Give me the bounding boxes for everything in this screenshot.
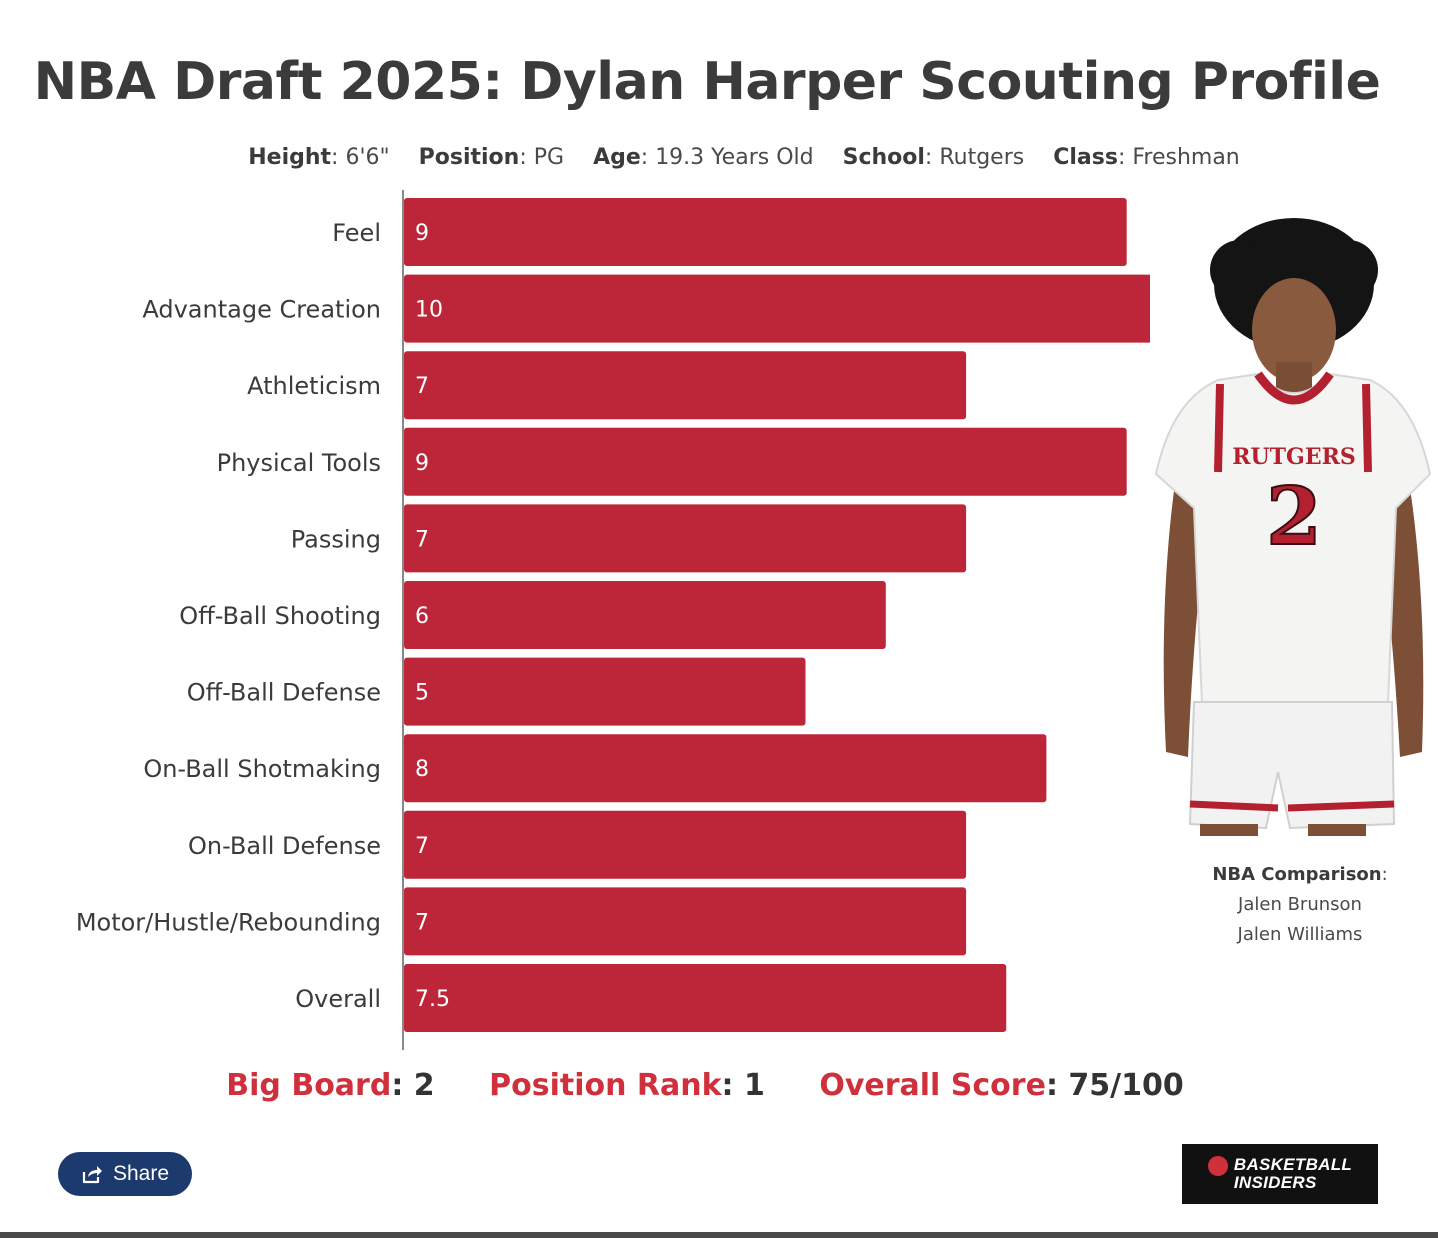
player-photo: RUTGERS 2 [1154,218,1432,836]
bar-on-ball-shotmaking [404,734,1047,803]
comparison-player-2: Jalen Williams [1237,924,1363,945]
value-label: 7 [415,834,429,859]
logo-line-2: INSIDERS [1233,1173,1317,1192]
meta-school: School: Rutgers [842,145,1025,170]
summary-stats: Big Board: 2 Position Rank: 1 Overall Sc… [0,1068,1410,1103]
player-meta: Height: 6'6" Position: PG Age: 19.3 Year… [0,145,1438,170]
value-label: 7 [415,527,429,552]
category-label: Motor/Hustle/Rebounding [76,908,381,936]
bar-off-ball-defense [404,657,806,726]
value-label: 7 [415,374,429,399]
stat-position-rank: Position Rank: 1 [489,1068,765,1103]
logo-line-1: BASKETBALL [1233,1155,1353,1174]
value-label: 7 [415,910,429,935]
stat-big-board: Big Board: 2 [226,1068,435,1103]
value-label: 5 [415,681,429,706]
jersey-text: RUTGERS [1232,444,1356,470]
share-icon [82,1166,102,1184]
comparison-label: NBA Comparison [1212,864,1382,885]
bar-off-ball-shooting [404,581,886,649]
comparison-player-1: Jalen Brunson [1238,894,1362,915]
bar-on-ball-defense [404,810,967,879]
bar-athleticism [404,351,967,420]
category-label: Athleticism [247,372,381,400]
bar-overall [404,964,1007,1032]
value-label: 10 [415,298,443,323]
category-label: Overall [295,985,381,1013]
basketball-insiders-logo: BASKETBALL INSIDERS [1182,1144,1378,1204]
nba-comparison: NBA Comparison: Jalen Brunson Jalen Will… [1160,860,1438,950]
bar-chart: Feel 9 Advantage Creation 10 Athleticism 7 Phy… [76,190,1150,1050]
value-label: 8 [415,757,429,782]
meta-age: Age: 19.3 Years Old [593,145,814,170]
bar-advantage-creation [404,274,1150,343]
category-label: On-Ball Defense [188,832,381,860]
category-label: Off-Ball Defense [187,679,381,707]
category-label: Physical Tools [217,449,381,477]
stat-overall-score: Overall Score: 75/100 [819,1068,1184,1103]
bar-motor-hustle-rebounding [404,887,967,956]
share-button[interactable]: Share [58,1152,192,1196]
value-label: 6 [415,604,429,629]
chart-title: NBA Draft 2025: Dylan Harper Scouting Pr… [33,52,1381,112]
meta-height: Height: 6'6" [248,145,390,170]
category-label: Passing [291,525,381,553]
value-label: 9 [415,221,429,246]
category-label: Off-Ball Shooting [179,602,381,630]
bar-physical-tools [404,427,1127,496]
meta-position: Position: PG [418,145,565,170]
basketball-icon [1207,1156,1228,1176]
bar-feel [404,198,1127,266]
value-label: 9 [415,451,429,476]
bottom-rule [0,1232,1438,1238]
category-label: On-Ball Shotmaking [143,755,381,783]
share-label: Share [112,1162,170,1185]
meta-class: Class: Freshman [1053,145,1240,170]
category-label: Advantage Creation [142,296,381,324]
jersey-number: 2 [1266,469,1322,563]
value-label: 7.5 [415,987,450,1012]
category-label: Feel [332,219,381,247]
bar-passing [404,504,967,573]
